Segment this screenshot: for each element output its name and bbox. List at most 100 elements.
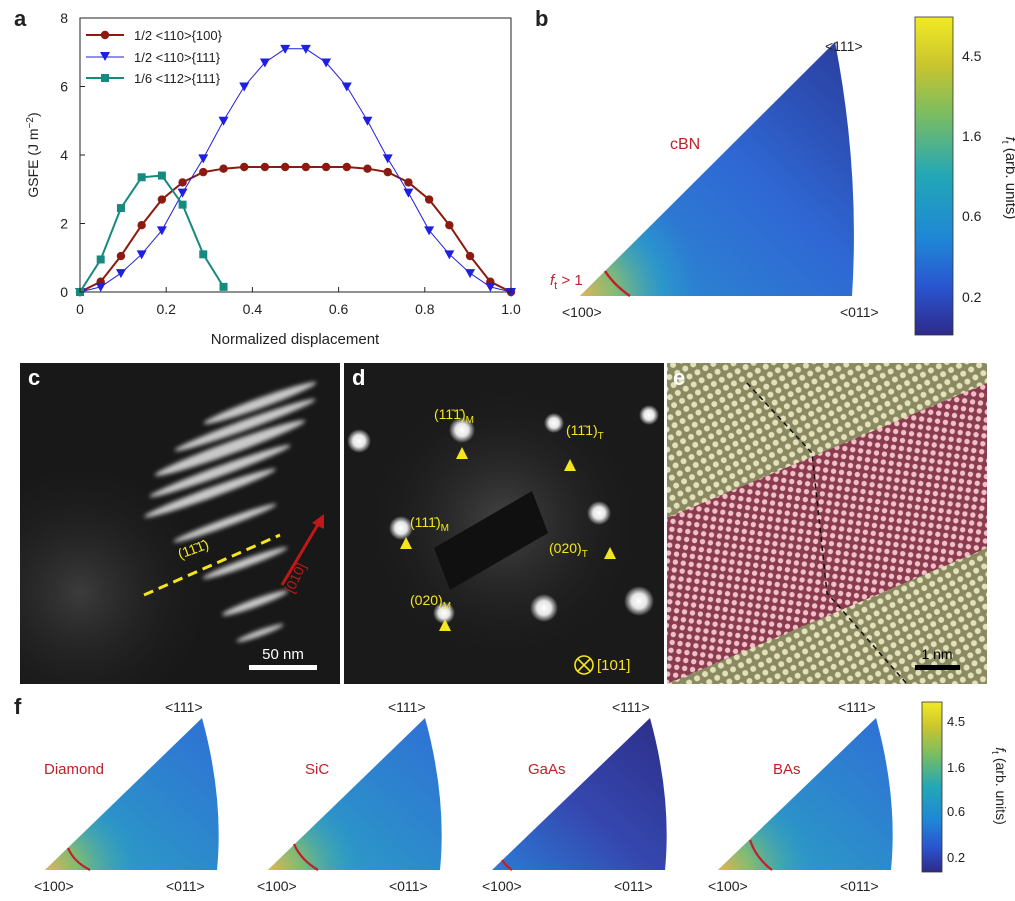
data-point-series-1 — [219, 164, 228, 173]
ipf-label-100: <100> — [34, 878, 74, 894]
twin-band — [667, 383, 987, 684]
data-point-series-1 — [363, 164, 372, 173]
data-point-series-2 — [95, 282, 106, 292]
data-point-series-2 — [485, 282, 496, 292]
ipf-label-111: <111> — [165, 699, 203, 715]
series-line-1 — [79, 166, 512, 293]
data-point-series-1 — [280, 162, 290, 172]
colorbar-tick: 4.5 — [947, 714, 965, 729]
ipf-label-011: <011> — [840, 878, 879, 894]
spot-marker — [400, 537, 412, 549]
threshold-label: ft > 1 — [550, 272, 583, 292]
scalebar-e — [915, 665, 960, 670]
colorbar — [914, 16, 954, 336]
data-point-series-1 — [342, 162, 351, 172]
data-point-series-3 — [157, 171, 166, 180]
data-point-series-1 — [116, 251, 126, 261]
material-label: GaAs — [528, 761, 566, 778]
ipf-label-011: <011> — [840, 304, 879, 320]
direction-arrowhead — [312, 514, 324, 529]
boundary-trace — [746, 382, 908, 684]
y-tick-label: 8 — [60, 10, 68, 26]
legend-marker-triangle — [100, 52, 110, 61]
data-point-series-2 — [321, 58, 332, 68]
data-point-series-1 — [383, 167, 392, 177]
colorbar-tick: 0.2 — [947, 850, 965, 865]
material-label: Diamond — [44, 761, 104, 778]
data-point-series-1 — [424, 195, 434, 204]
data-point-series-1 — [137, 221, 146, 230]
data-point-series-3 — [116, 204, 125, 213]
panel-label-f: f — [14, 694, 22, 719]
data-point-series-3 — [219, 282, 228, 291]
data-point-series-2 — [362, 116, 373, 126]
data-point-series-2 — [177, 188, 188, 198]
data-point-series-1 — [465, 251, 475, 261]
colorbar-tick: 4.5 — [962, 48, 982, 64]
chart-legend: 1/2 <110>{100} 1/2 <110>{111} 1/6 <112>{… — [86, 28, 223, 86]
data-point-series-3 — [96, 255, 105, 264]
ipf-label-100: <100> — [708, 878, 748, 894]
data-point-series-3 — [199, 250, 208, 259]
ipf-label-011: <011> — [389, 878, 428, 894]
diffraction-image-d: (11̄1̄)M (11̄1)T (111̄)M (020)T (020)M [… — [344, 363, 664, 684]
legend-marker-circle — [100, 30, 110, 40]
data-point-series-2 — [115, 269, 126, 279]
plane-trace-line — [143, 533, 281, 597]
data-point-series-2 — [444, 250, 455, 260]
beam-stop — [434, 491, 548, 590]
data-point-series-1 — [301, 162, 311, 172]
spot-marker — [456, 447, 468, 459]
spot-label: (020)T — [549, 540, 588, 560]
zone-axis-label: [101] — [597, 657, 630, 674]
data-point-series-2 — [198, 154, 209, 164]
data-point-series-2 — [259, 58, 270, 68]
ipf-label-100: <100> — [562, 304, 602, 320]
data-point-series-1 — [404, 178, 413, 187]
data-point-series-2 — [424, 226, 435, 236]
y-axis-label: GSFE (J m−2) — [25, 112, 41, 197]
panel-label-c: c — [28, 365, 41, 390]
spot-label: (020)M — [410, 592, 451, 612]
series-line-3 — [79, 174, 225, 293]
ipf-label-111: <111> — [825, 38, 863, 54]
gsfe-chart: 0 0.2 0.4 0.6 0.8 1.0 0 2 4 6 8 Normalized displac… — [25, 10, 521, 348]
series-line-2 — [79, 48, 512, 293]
ipf-label-011: <011> — [614, 878, 653, 894]
data-point-series-1 — [240, 162, 249, 172]
data-point-series-1 — [157, 195, 167, 204]
colorbar-tick: 1.6 — [962, 128, 982, 144]
spot-label: (11̄1)T — [566, 422, 604, 442]
spot-label: (111̄)M — [410, 514, 449, 534]
data-point-series-2 — [382, 154, 393, 164]
data-point-series-2 — [239, 82, 250, 92]
ipf-label-111: <111> — [388, 699, 426, 715]
x-tick-label: 0.2 — [156, 301, 176, 317]
data-point-series-1 — [260, 162, 270, 172]
y-tick-label: 2 — [60, 216, 68, 232]
y-tick-label: 0 — [60, 284, 68, 300]
colorbar-tick: 0.6 — [962, 208, 982, 224]
data-point-series-3 — [137, 173, 146, 182]
ipf-cbn: <111> <100> <011> cBN ft > 1 4.5 1.6 0.6… — [550, 16, 1015, 336]
panel-label-a: a — [14, 6, 27, 31]
direction-arrow — [280, 520, 322, 586]
data-point-series-2 — [403, 188, 414, 198]
legend-label-1: 1/2 <110>{100} — [134, 28, 223, 43]
data-point-series-1 — [445, 221, 454, 230]
data-point-series-2 — [465, 269, 476, 279]
hrtem-image-e: 1 nm e — [667, 363, 987, 684]
data-point-series-2 — [156, 226, 167, 236]
tem-image-c: (11̄1̄) [010] 50 nm c — [20, 363, 340, 684]
colorbar-label: ft (arb. units) — [999, 137, 1015, 220]
panel-label-e: e — [673, 365, 686, 390]
legend-marker-square — [101, 74, 109, 82]
data-point-series-1 — [199, 167, 208, 177]
colorbar-tick: 0.2 — [962, 289, 982, 305]
y-tick-label: 6 — [60, 79, 68, 95]
material-label: cBN — [670, 136, 700, 153]
legend-label-2: 1/2 <110>{111} — [134, 50, 221, 65]
ipf-diamond: Diamond <111> <100> <011> — [34, 699, 219, 894]
y-tick-label: 4 — [60, 147, 68, 163]
data-point-series-2 — [341, 82, 352, 92]
